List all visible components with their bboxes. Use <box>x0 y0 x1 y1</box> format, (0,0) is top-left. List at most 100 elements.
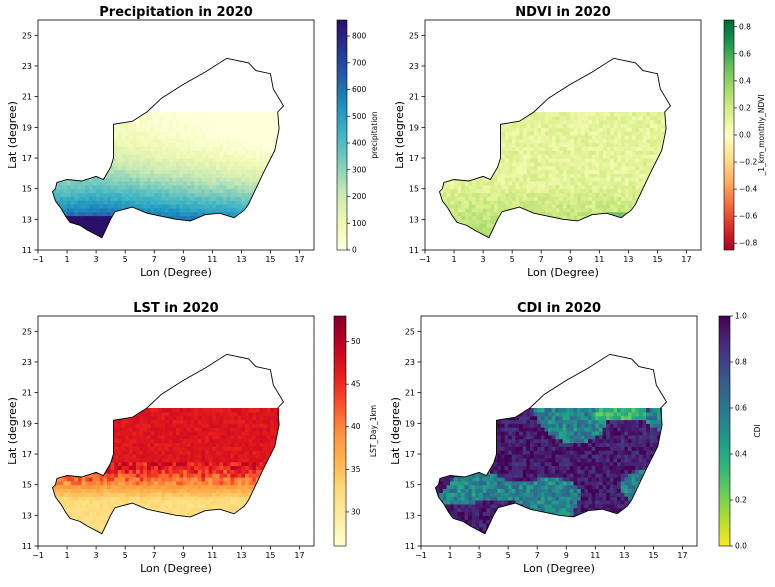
x-tick-label: 15 <box>265 551 275 560</box>
colorbar-tick-label: −0.4 <box>739 185 757 194</box>
country-outline <box>434 353 668 535</box>
data-raster <box>435 408 663 534</box>
x-tick-label: 5 <box>123 255 128 264</box>
y-tick-label: 19 <box>405 419 415 428</box>
colorbar <box>333 315 347 547</box>
colorbar-tick-label: 0.4 <box>735 450 747 459</box>
y-tick-label: 23 <box>22 358 32 367</box>
colorbar-tick-label: −0.2 <box>739 158 757 167</box>
x-tick-label: 1 <box>448 551 453 560</box>
y-tick-label: 13 <box>409 215 419 224</box>
y-tick-label: 23 <box>405 358 415 367</box>
y-tick-label: 25 <box>22 327 32 336</box>
y-tick-label: 11 <box>22 246 32 255</box>
data-raster <box>52 112 280 238</box>
colorbar-label: precipitation <box>370 111 379 158</box>
x-tick-label: 13 <box>619 551 629 560</box>
y-tick-label: 21 <box>22 93 32 102</box>
colorbar-tick-label: 0.8 <box>735 358 747 367</box>
colorbar-tick-label: 0.2 <box>739 103 751 112</box>
axes-frame <box>424 19 702 251</box>
colorbar-tick-label: 300 <box>352 165 367 174</box>
panel-title: CDI in 2020 <box>517 301 601 316</box>
colorbar-tick-label: 0 <box>352 246 357 255</box>
colorbar-tick-label: 400 <box>352 139 367 148</box>
x-tick-label: 5 <box>510 255 515 264</box>
x-tick-label: 9 <box>564 551 569 560</box>
y-tick-label: 25 <box>409 31 419 40</box>
axes-frame <box>37 315 315 547</box>
y-tick-label: 17 <box>22 450 32 459</box>
country-outline <box>51 57 285 239</box>
x-tick-label: −1 <box>415 551 427 560</box>
y-tick-label: 21 <box>409 93 419 102</box>
colorbar-tick-label: 0.6 <box>735 404 747 413</box>
colorbar-tick-label: 40 <box>351 422 361 431</box>
x-tick-label: 15 <box>652 255 662 264</box>
colorbar-label: _1_km_monthly_NDVI <box>757 95 766 177</box>
x-tick-label: −1 <box>32 255 44 264</box>
y-tick-label: 17 <box>405 450 415 459</box>
x-tick-label: 17 <box>681 255 691 264</box>
y-tick-label: 25 <box>405 327 415 336</box>
y-tick-label: 11 <box>409 246 419 255</box>
x-tick-label: −1 <box>419 255 431 264</box>
x-tick-label: 9 <box>568 255 573 264</box>
y-tick-label: 13 <box>22 511 32 520</box>
panel-title: NDVI in 2020 <box>515 5 611 20</box>
y-tick-label: 23 <box>409 62 419 71</box>
y-tick-label: 13 <box>22 215 32 224</box>
y-tick-label: 11 <box>405 542 415 551</box>
x-tick-label: 7 <box>539 255 544 264</box>
y-tick-label: 23 <box>22 62 32 71</box>
x-axis-label: Lon (Degree) <box>527 266 599 279</box>
colorbar-tick-label: −0.8 <box>739 239 757 248</box>
x-tick-label: 3 <box>477 551 482 560</box>
colorbar-tick-label: 0.0 <box>739 131 751 140</box>
x-tick-label: 11 <box>207 255 217 264</box>
y-tick-label: 21 <box>22 389 32 398</box>
y-axis-label: Lat (degree) <box>6 397 19 465</box>
x-tick-label: 17 <box>294 551 304 560</box>
y-axis-label: Lat (degree) <box>389 397 402 465</box>
colorbar-tick-label: 200 <box>352 192 367 201</box>
x-tick-label: 9 <box>181 551 186 560</box>
colorbar-tick-label: 0.6 <box>739 49 751 58</box>
colorbar <box>723 19 735 251</box>
colorbar-tick-label: 1.0 <box>735 312 747 321</box>
colorbar-tick-label: 0.0 <box>735 542 747 551</box>
colorbar-tick-label: 100 <box>352 219 367 228</box>
x-tick-label: 9 <box>181 255 186 264</box>
x-tick-label: 5 <box>506 551 511 560</box>
x-tick-label: 3 <box>481 255 486 264</box>
x-tick-label: 1 <box>452 255 457 264</box>
colorbar-tick-label: 50 <box>351 337 361 346</box>
country-outline <box>438 57 672 239</box>
y-tick-label: 17 <box>409 154 419 163</box>
colorbar-tick-label: 700 <box>352 58 367 67</box>
colorbar-label: CDI <box>753 424 762 437</box>
x-tick-label: 13 <box>236 551 246 560</box>
colorbar <box>336 19 348 251</box>
y-tick-label: 15 <box>22 481 32 490</box>
y-tick-label: 17 <box>22 154 32 163</box>
map-panel-precip: −1 1 3 5 7 9 11 13 15 171113151719212325Precipita… <box>6 5 379 279</box>
colorbar-tick-label: 0.4 <box>739 76 751 85</box>
y-tick-label: 19 <box>409 123 419 132</box>
colorbar-tick-label: 45 <box>351 380 361 389</box>
x-tick-label: 13 <box>236 255 246 264</box>
colorbar-label: LST_Day_1km <box>369 405 378 457</box>
axes-frame <box>37 19 315 251</box>
x-tick-label: −1 <box>32 551 44 560</box>
x-tick-label: 1 <box>65 551 70 560</box>
x-tick-label: 11 <box>594 255 604 264</box>
colorbar-tick-label: 30 <box>351 507 361 516</box>
x-tick-label: 7 <box>535 551 540 560</box>
colorbar-tick-label: 600 <box>352 85 367 94</box>
colorbar-tick-label: 35 <box>351 465 361 474</box>
x-tick-label: 17 <box>294 255 304 264</box>
x-axis-label: Lon (Degree) <box>140 266 212 279</box>
x-tick-label: 11 <box>590 551 600 560</box>
y-tick-label: 15 <box>409 185 419 194</box>
